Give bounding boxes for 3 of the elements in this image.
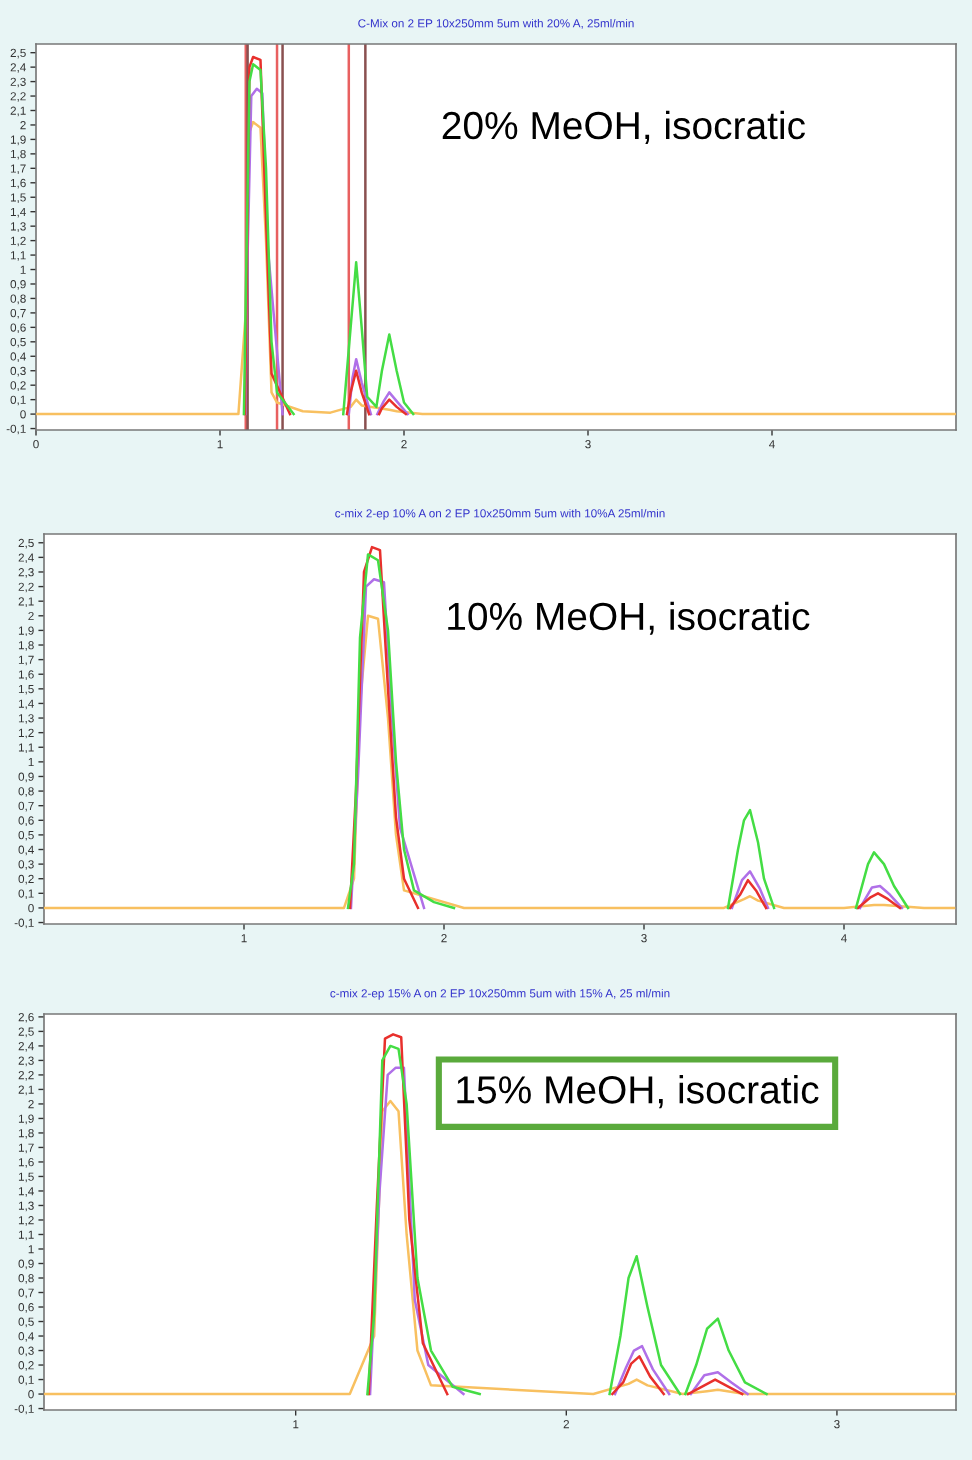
annotation: 10% MeOH, isocratic: [448, 601, 810, 635]
annotation: 20% MeOH, isocratic: [442, 110, 805, 144]
annotation: 15% MeOH, isocratic: [457, 1075, 819, 1109]
